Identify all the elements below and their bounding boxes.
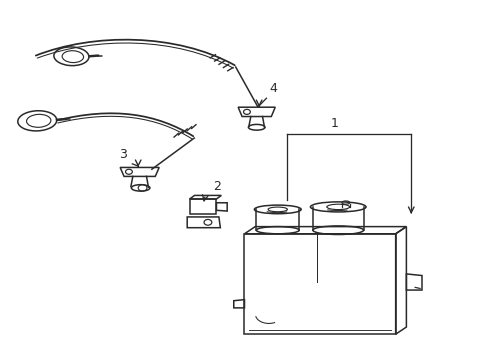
Text: 1: 1: [330, 117, 338, 130]
Text: 2: 2: [212, 180, 220, 193]
Text: 4: 4: [268, 82, 276, 95]
Text: 3: 3: [119, 148, 126, 161]
